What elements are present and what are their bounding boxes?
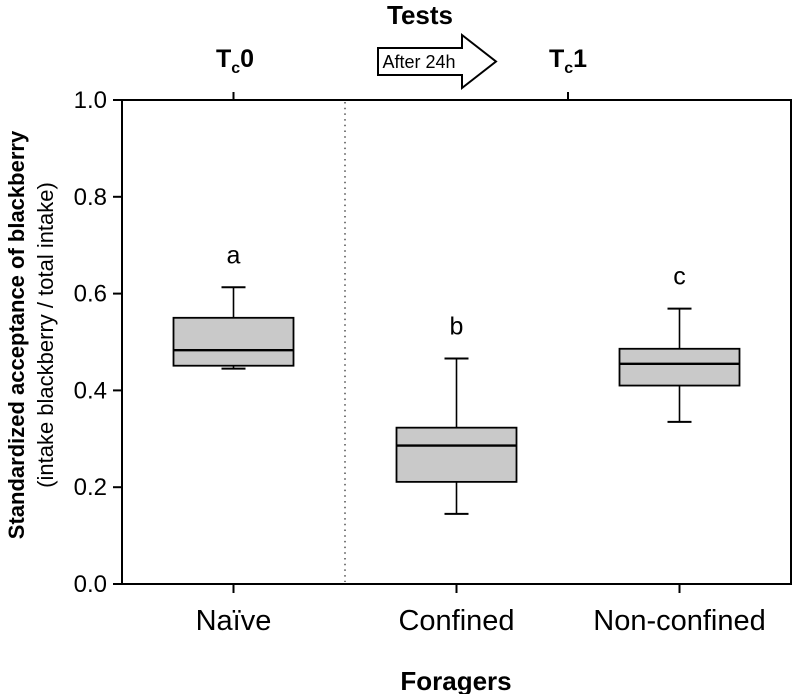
t0-suffix: 0	[240, 45, 254, 73]
test-t0-label: Tc0	[216, 45, 254, 77]
arrow-label: After 24h	[382, 52, 455, 72]
t0-main: T	[216, 45, 231, 73]
t1-subscript: c	[564, 60, 573, 77]
y-tick-label: 0.0	[74, 571, 107, 598]
significance-letter: b	[450, 312, 464, 340]
y-tick-label: 0.8	[74, 184, 107, 211]
y-tick-label: 0.2	[74, 474, 107, 501]
arrow-shape-icon	[377, 32, 498, 91]
plot-area: 0.0 0.2 0.4 0.6 0.8 1.0 Naïve Confined Non-confi…	[74, 87, 792, 637]
y-axis-title-line1: Standardized acceptance of blackberry	[4, 130, 29, 539]
x-axis-title: Foragers	[400, 666, 511, 694]
y-tick-label: 0.6	[74, 281, 107, 308]
t1-main: T	[549, 45, 564, 73]
box-b	[395, 426, 518, 483]
y-tick-label: 1.0	[74, 87, 107, 114]
y-axis-title-line2: (intake blackberry / total intake)	[33, 182, 58, 488]
significance-letter: c	[673, 263, 686, 291]
significance-letter: a	[227, 241, 241, 269]
category-label: Non-confined	[593, 605, 766, 637]
t1-suffix: 1	[573, 45, 587, 73]
after-24h-arrow: After 24h	[377, 32, 498, 91]
chart-title: Tests	[387, 0, 453, 30]
category-label: Naïve	[196, 605, 272, 637]
y-tick-label: 0.4	[74, 377, 107, 404]
box-a	[172, 316, 295, 367]
category-label: Confined	[398, 605, 514, 637]
test-t1-label: Tc1	[549, 45, 587, 77]
box-c	[618, 347, 741, 387]
t0-subscript: c	[231, 60, 240, 77]
